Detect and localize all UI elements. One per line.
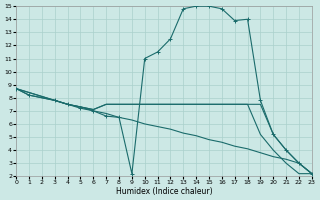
X-axis label: Humidex (Indice chaleur): Humidex (Indice chaleur) — [116, 187, 212, 196]
